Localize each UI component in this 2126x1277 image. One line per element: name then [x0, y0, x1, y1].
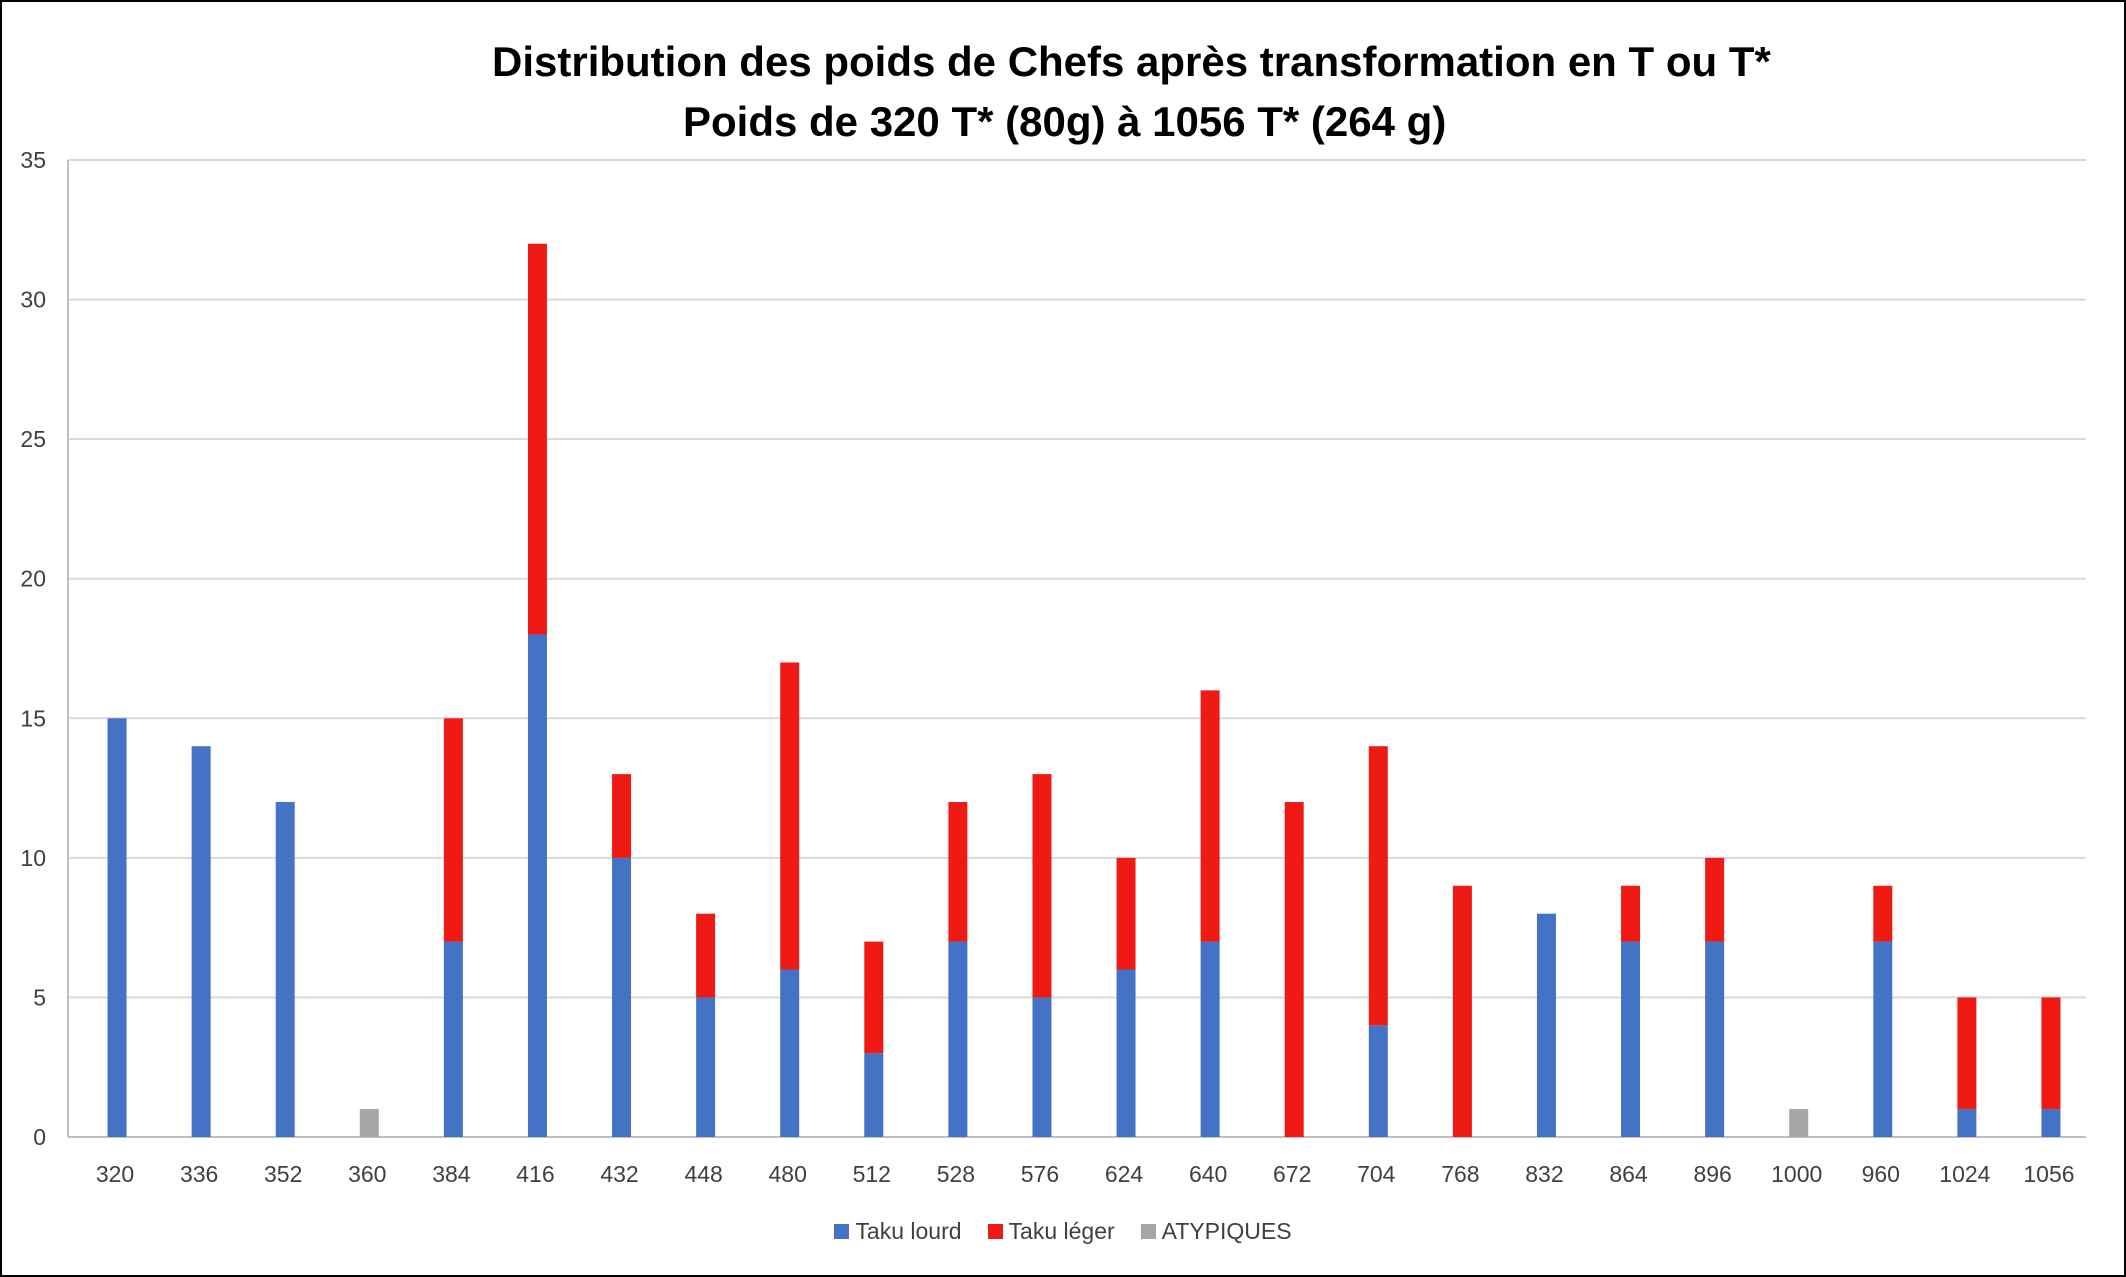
x-tick-label: 960	[1862, 1161, 1900, 1187]
legend-label: Taku lourd	[855, 1218, 962, 1244]
x-tick-label: 448	[684, 1161, 722, 1187]
bar-segment	[1200, 690, 1220, 942]
x-tick-label: 432	[600, 1161, 638, 1187]
legend-label: ATYPIQUES	[1161, 1218, 1292, 1244]
x-tick-label: 640	[1189, 1161, 1227, 1187]
bar-segment	[948, 802, 968, 942]
y-tick-label: 30	[20, 287, 46, 313]
chart-title: Distribution des poids de Chefs après tr…	[492, 38, 1771, 85]
x-tick-label: 320	[96, 1161, 134, 1187]
x-tick-label: 1000	[1771, 1161, 1822, 1187]
bar-segment	[1368, 1025, 1388, 1137]
bar-segment	[696, 997, 716, 1137]
bar-segment	[1116, 857, 1136, 970]
y-tick-label: 5	[33, 984, 46, 1010]
chart-subtitle: Poids de 320 T* (80g) à 1056 T* (264 g)	[683, 98, 1447, 145]
bar-segment	[443, 941, 463, 1137]
bar-segment	[864, 941, 884, 1054]
x-tick-label: 1056	[2023, 1161, 2074, 1187]
bar-segment	[1957, 997, 1977, 1110]
bar-segment	[2041, 1109, 2061, 1137]
y-tick-label: 0	[33, 1124, 46, 1150]
legend-item: Taku lourd	[834, 1218, 962, 1245]
bar-segment	[780, 969, 800, 1137]
x-tick-label: 336	[180, 1161, 218, 1187]
x-tick-label: 384	[432, 1161, 471, 1187]
y-tick-label: 35	[20, 147, 46, 173]
x-tick-label: 416	[516, 1161, 554, 1187]
bar-segment	[1873, 941, 1893, 1137]
bar-segment	[864, 1053, 884, 1137]
bar-segment	[1705, 857, 1725, 942]
bar-segment	[527, 243, 547, 635]
bar-segment	[1705, 941, 1725, 1137]
y-tick-label: 25	[20, 426, 46, 452]
bar-segment	[612, 857, 632, 1137]
bar-segment	[275, 802, 295, 1137]
legend: Taku lourd Taku léger ATYPIQUES	[0, 1218, 2126, 1245]
y-tick-label: 15	[20, 705, 46, 731]
bar-segment	[191, 746, 211, 1137]
bar-segment	[1536, 913, 1556, 1137]
x-tick-label: 512	[853, 1161, 891, 1187]
bar-segment	[1116, 969, 1136, 1137]
bar-segment	[1621, 941, 1641, 1137]
y-tick-label: 10	[20, 845, 46, 871]
x-tick-label: 528	[937, 1161, 975, 1187]
x-tick-label: 624	[1105, 1161, 1144, 1187]
legend-item: Taku léger	[987, 1218, 1115, 1245]
bar-segment	[359, 1109, 379, 1137]
x-tick-label: 832	[1525, 1161, 1563, 1187]
bar-segment	[1368, 746, 1388, 1026]
x-tick-label: 768	[1441, 1161, 1479, 1187]
bar-segment	[696, 913, 716, 998]
bar-segment	[1284, 802, 1304, 1137]
x-tick-label: 480	[769, 1161, 807, 1187]
bar-segment	[1957, 1109, 1977, 1137]
legend-swatch	[1140, 1224, 1156, 1239]
x-tick-label: 896	[1693, 1161, 1731, 1187]
x-tick-label: 1024	[1939, 1161, 1990, 1187]
legend-label: Taku léger	[1008, 1218, 1115, 1244]
bar-segment	[1032, 997, 1052, 1137]
x-tick-label: 672	[1273, 1161, 1311, 1187]
x-tick-label: 576	[1021, 1161, 1059, 1187]
legend-swatch	[987, 1224, 1003, 1239]
bar-segment	[780, 662, 800, 970]
bar-segment	[443, 718, 463, 942]
bar-segment	[527, 634, 547, 1137]
legend-item: ATYPIQUES	[1140, 1218, 1292, 1245]
bar-segment	[612, 774, 632, 858]
bar-segment	[1621, 885, 1641, 942]
x-tick-label: 864	[1609, 1161, 1648, 1187]
bar-segment	[1873, 885, 1893, 942]
bar-segment	[107, 718, 127, 1137]
bar-segment	[948, 941, 968, 1137]
bar-segment	[2041, 997, 2061, 1110]
bar-segment	[1032, 774, 1052, 998]
x-tick-label: 360	[348, 1161, 386, 1187]
bar-segment	[1789, 1109, 1809, 1137]
y-tick-label: 20	[20, 566, 46, 592]
bar-segment	[1200, 941, 1220, 1137]
x-tick-label: 704	[1357, 1161, 1396, 1187]
legend-swatch	[834, 1224, 850, 1239]
x-tick-label: 352	[264, 1161, 302, 1187]
bar-segment	[1452, 885, 1472, 1137]
